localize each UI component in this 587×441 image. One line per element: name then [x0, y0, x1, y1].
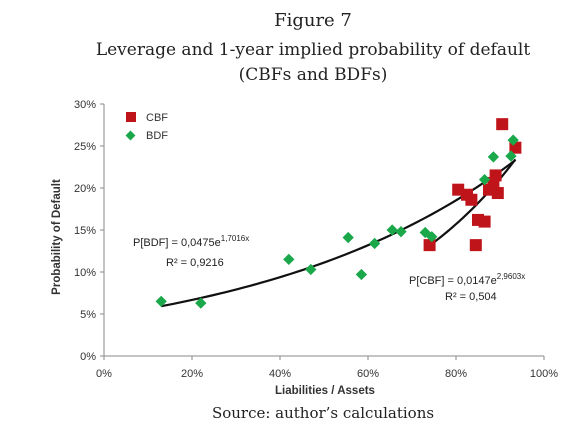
- x-tick-label: 60%: [357, 368, 379, 380]
- point-bdf: [426, 231, 438, 243]
- figure-number: Figure 7: [274, 10, 352, 31]
- point-cbf: [469, 239, 482, 252]
- point-cbf: [489, 169, 502, 182]
- point-bdf: [195, 297, 207, 309]
- legend-label-bdf: BDF: [146, 130, 168, 142]
- point-bdf: [507, 134, 519, 146]
- point-bdf: [505, 150, 517, 162]
- x-tick-label: 80%: [445, 368, 467, 380]
- legend-marker-bdf: [125, 130, 136, 141]
- point-bdf: [305, 263, 317, 276]
- cbf-equation-label: P[CBF] = 0,0147e2,9603x R² = 0,504: [409, 272, 525, 303]
- figure-title-line1: Leverage and 1-year implied probability …: [96, 40, 531, 60]
- y-tick-label: 15%: [74, 225, 96, 237]
- point-cbf: [465, 193, 478, 206]
- x-axis-title: Liabilities / Assets: [275, 385, 375, 397]
- point-bdf: [342, 231, 354, 244]
- point-cbf: [496, 118, 509, 131]
- y-tick-label: 20%: [74, 183, 96, 195]
- source-note: Source: author’s calculations: [212, 404, 434, 422]
- point-bdf: [283, 253, 295, 266]
- bdf-equation-label: P[BDF] = 0,0475e1,7016x R² = 0,9216: [133, 234, 249, 269]
- y-tick-label: 0%: [80, 351, 96, 363]
- cbf-r2: R² = 0,504: [445, 291, 497, 303]
- y-tick-label: 10%: [74, 267, 96, 279]
- trendline-bdf: [160, 159, 517, 308]
- point-cbf: [423, 239, 436, 252]
- point-bdf: [395, 226, 407, 238]
- x-tick-label: 100%: [530, 368, 558, 380]
- figure-title-line2: (CBFs and BDFs): [239, 65, 388, 85]
- legend-marker-cbf: [126, 112, 136, 122]
- y-tick-label: 25%: [74, 141, 96, 153]
- data-points: [155, 118, 522, 309]
- x-tick-label: 40%: [269, 368, 291, 380]
- y-tick-label: 30%: [74, 99, 96, 111]
- legend: CBF BDF: [125, 112, 168, 142]
- bdf-equation: P[BDF] = 0,0475e1,7016x: [133, 234, 249, 249]
- point-bdf: [155, 295, 167, 308]
- point-bdf: [487, 151, 500, 163]
- legend-label-cbf: CBF: [146, 112, 168, 124]
- y-tick-label: 5%: [80, 309, 96, 321]
- x-tick-label: 0%: [96, 368, 112, 380]
- bdf-r2: R² = 0,9216: [166, 257, 224, 269]
- point-bdf: [368, 237, 381, 250]
- y-axis-title: Probability of Default: [51, 179, 63, 295]
- x-tick-label: 20%: [181, 368, 203, 380]
- y-ticks: 0% 5% 10% 15% 20% 25% 30%: [74, 99, 104, 363]
- point-bdf: [386, 224, 398, 236]
- point-cbf: [491, 187, 504, 200]
- point-bdf: [355, 268, 368, 281]
- point-cbf: [478, 215, 491, 228]
- point-bdf: [478, 173, 491, 186]
- x-ticks: 0% 20% 40% 60% 80% 100%: [96, 356, 558, 380]
- cbf-equation: P[CBF] = 0,0147e2,9603x: [409, 272, 525, 287]
